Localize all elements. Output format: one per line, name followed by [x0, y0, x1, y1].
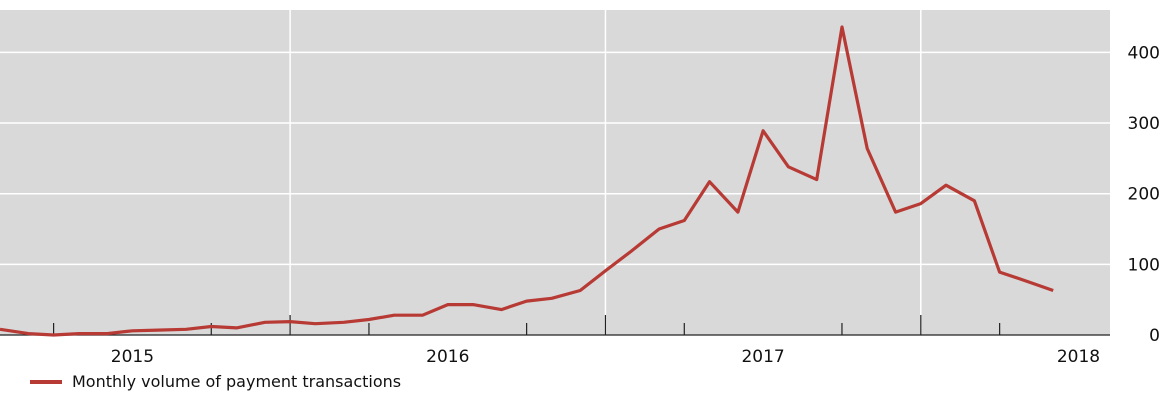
x-tick-label: 2016 — [426, 347, 469, 367]
y-tick-label: 0 — [1149, 326, 1160, 346]
legend-label: Monthly volume of payment transactions — [72, 372, 402, 391]
x-tick-label: 2015 — [111, 347, 154, 367]
series-line — [0, 25, 1054, 337]
x-tick-label: 2018 — [1057, 347, 1100, 367]
x-axis — [0, 315, 1110, 336]
x-axis-tick-labels: 2015 2016 2017 2018 — [111, 347, 1100, 367]
y-axis-tick-labels: 0 100 200 300 400 — [1128, 43, 1160, 346]
x-tick-label: 2017 — [741, 347, 784, 367]
series-group — [0, 25, 1054, 337]
legend: Monthly volume of payment transactions — [30, 372, 401, 391]
y-tick-label: 200 — [1128, 185, 1160, 205]
plot-area — [0, 10, 1110, 335]
y-tick-label: 100 — [1128, 255, 1160, 275]
legend-swatch — [30, 379, 62, 384]
y-tick-label: 300 — [1128, 114, 1160, 134]
grid-lines — [0, 10, 1110, 335]
y-tick-label: 400 — [1128, 43, 1160, 63]
